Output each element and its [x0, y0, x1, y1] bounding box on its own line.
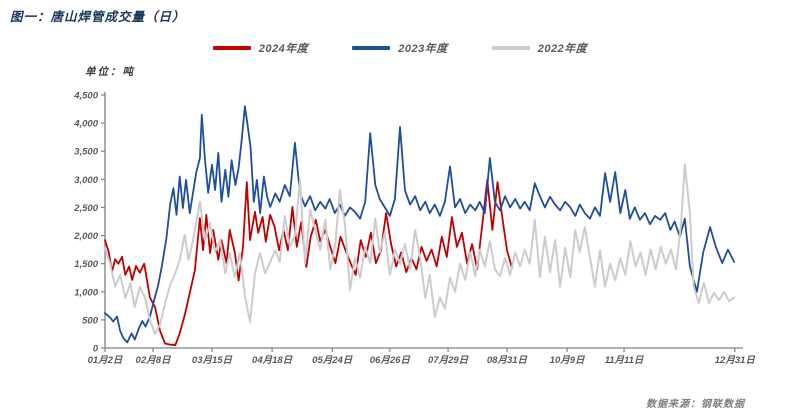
chart-title: 图一：唐山焊管成交量（日）: [10, 10, 186, 24]
series-line-2024年度: [104, 178, 513, 347]
series-line-2022年度: [104, 163, 736, 335]
legend-label-2024: 2024年度: [258, 43, 309, 55]
legend: 2024年度 2023年度 2022年度: [0, 40, 800, 56]
y-tick-label: 1,500: [74, 259, 98, 270]
y-tick-label: 3,000: [74, 175, 98, 186]
y-axis-unit-label: 单位：吨: [85, 66, 135, 78]
y-tick-label: 2,500: [73, 203, 98, 214]
y-tick-label: 3,500: [74, 147, 98, 158]
legend-item-2023[interactable]: 2023年度: [352, 40, 447, 56]
legend-swatch-2022: [491, 46, 530, 50]
x-tick-label: 04月18日: [252, 355, 293, 366]
x-tick-label: 10月9日: [550, 355, 585, 366]
legend-swatch-2024: [212, 46, 251, 50]
x-tick-label: 07月29日: [428, 355, 469, 366]
series-line-2023年度: [104, 105, 736, 344]
legend-label-2022: 2022年度: [537, 43, 588, 55]
x-tick-label: 01月2日: [88, 355, 123, 366]
x-tick-label: 03月15日: [192, 355, 233, 366]
y-tick-label: 500: [82, 315, 99, 326]
legend-label-2023: 2023年度: [398, 43, 448, 55]
x-tick-label: 11月11日: [605, 355, 644, 366]
x-tick-label: 05月24日: [312, 355, 353, 366]
x-tick-label: 12月31日: [715, 355, 756, 366]
legend-swatch-2023: [352, 46, 391, 50]
x-tick-label: 06月26日: [370, 355, 411, 366]
legend-item-2024[interactable]: 2024年度: [212, 40, 309, 56]
x-tick-label: 02月8日: [136, 355, 171, 366]
y-tick-label: 1,000: [74, 287, 98, 298]
x-tick-label: 08月31日: [487, 355, 528, 366]
y-tick-label: 4,000: [73, 119, 98, 130]
data-source-note: 数据来源：钢联数据: [646, 399, 745, 410]
y-tick-label: 0: [93, 344, 99, 355]
y-tick-label: 2,000: [73, 231, 98, 242]
y-tick-label: 4,500: [73, 91, 98, 102]
legend-item-2022[interactable]: 2022年度: [491, 40, 588, 56]
